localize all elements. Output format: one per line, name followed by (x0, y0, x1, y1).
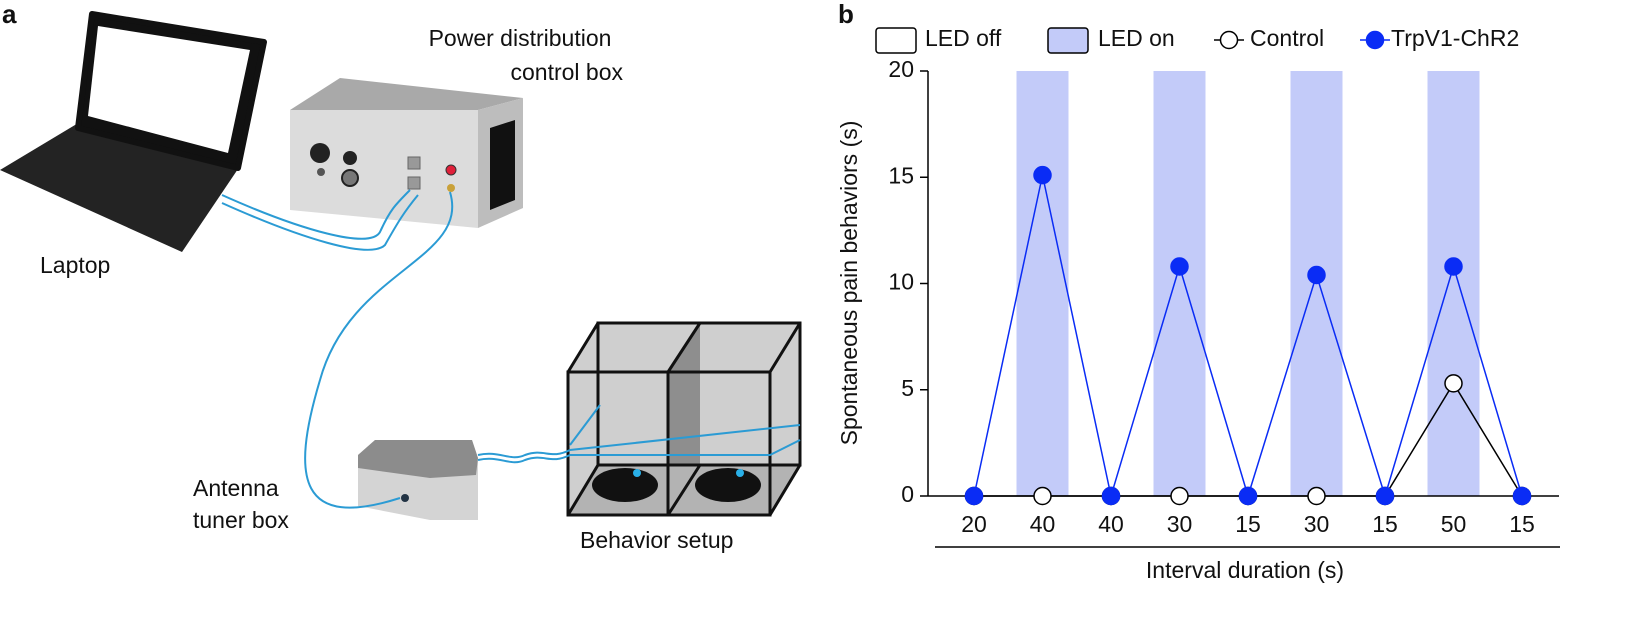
chart: 0 5 10 15 20 20 40 40 30 15 30 15 50 15 Interval durat… (836, 25, 1560, 583)
led-on-band (1153, 71, 1206, 496)
data-point (964, 486, 984, 506)
x-axis-label: Interval duration (s) (1146, 557, 1344, 583)
led (445, 164, 457, 176)
knob (310, 143, 330, 163)
label: Behavior setup (580, 527, 733, 553)
x-tick-label: 30 (1304, 511, 1330, 537)
mouse (592, 468, 658, 502)
data-point (1170, 257, 1189, 276)
data-point (1307, 265, 1326, 285)
diagram: a Power distribution control box Laptop … (0, 0, 802, 553)
data-point (1238, 486, 1258, 506)
label: Antenna (193, 475, 279, 501)
data-point (1033, 165, 1052, 185)
data-point (1170, 486, 1189, 506)
connector (341, 169, 359, 187)
cable (477, 439, 801, 464)
data-point (1512, 486, 1532, 506)
label: tuner box (193, 507, 289, 533)
cable (304, 191, 454, 509)
tuner-box-top (358, 440, 478, 478)
cable (221, 194, 419, 251)
led-on-band (1427, 71, 1480, 496)
port (407, 156, 421, 170)
y-tick-label: 20 (888, 56, 914, 82)
power-box-top (290, 78, 523, 110)
connector (317, 168, 325, 176)
y-axis-label: Spontaneous pain behaviors (s) (836, 121, 862, 446)
x-tick-label: 40 (1098, 511, 1124, 537)
legend-label: Control (1250, 25, 1324, 51)
data-point (1101, 486, 1121, 506)
panel-label: b (838, 0, 854, 29)
implant (633, 469, 641, 477)
cage-edges (566, 321, 802, 517)
x-tick-label: 15 (1235, 511, 1261, 537)
legend-marker (1219, 30, 1239, 50)
y-tick-label: 10 (888, 269, 914, 295)
label: Power distribution (429, 25, 612, 51)
x-tick-label: 50 (1441, 511, 1467, 537)
label: control box (510, 59, 623, 85)
panel-label: a (2, 0, 17, 29)
data-point (1375, 486, 1395, 506)
legend-swatch (1047, 27, 1089, 54)
data-point (1444, 257, 1463, 276)
led-on-band (1016, 71, 1069, 496)
knob (343, 151, 357, 165)
port (407, 176, 421, 190)
legend-swatch (875, 27, 917, 54)
mouse (695, 468, 761, 502)
legend-marker (1365, 30, 1385, 50)
power-box-front (290, 110, 478, 228)
laptop-display (88, 26, 250, 153)
y-tick-label: 15 (888, 162, 914, 188)
legend-label: LED on (1098, 25, 1175, 51)
data-point (1033, 486, 1052, 506)
data-point (1444, 374, 1463, 393)
legend-label: LED off (925, 25, 1002, 51)
cable (477, 424, 801, 459)
connector (401, 494, 409, 502)
y-tick-label: 5 (901, 375, 914, 401)
label: Laptop (40, 252, 110, 278)
power-box-vent (490, 120, 515, 210)
y-tick-label: 0 (901, 481, 914, 507)
cable (569, 404, 601, 446)
implant (736, 469, 744, 477)
x-tick-label: 20 (961, 511, 987, 537)
x-tick-label: 15 (1372, 511, 1398, 537)
x-tick-label: 15 (1509, 511, 1535, 537)
connector (447, 184, 455, 192)
cable (221, 189, 411, 240)
x-tick-label: 30 (1167, 511, 1193, 537)
x-tick-label: 40 (1030, 511, 1056, 537)
legend-label: TrpV1-ChR2 (1391, 25, 1519, 51)
data-point (1307, 486, 1326, 506)
